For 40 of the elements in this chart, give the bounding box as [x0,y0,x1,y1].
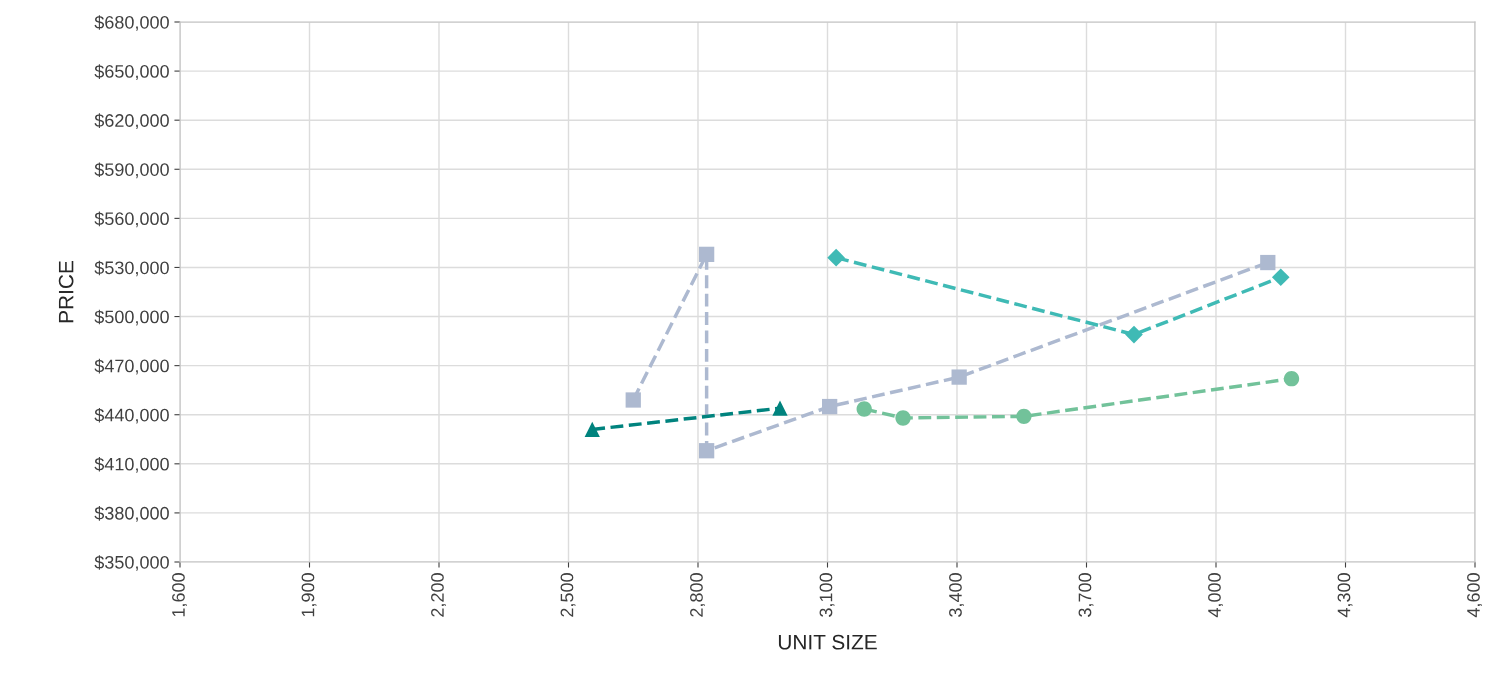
point [772,400,788,416]
y-tick-label: $500,000 [94,309,169,326]
x-tick-label: 3,700 [1078,573,1094,617]
point [1125,325,1143,344]
point [856,401,872,417]
y-tick-label: $680,000 [94,15,169,31]
x-tick-label: 3,400 [949,573,964,617]
point [625,392,641,408]
x-tick-label: 4,000 [1208,573,1223,618]
point [698,246,715,262]
y-tick-label: $470,000 [94,358,169,375]
point [1283,371,1300,387]
x-tick-label: 2,500 [560,573,576,617]
y-tick-label: $560,000 [94,211,169,228]
x-tick-label: 4,600 [1467,573,1482,618]
x-axis-title: UNIT SIZE [778,634,877,650]
y-tick-label: $440,000 [94,407,169,424]
point [698,443,715,459]
y-tick-label: $410,000 [94,456,169,473]
x-tick-label: 4,300 [1337,573,1353,618]
point [1271,268,1290,287]
point [1016,408,1032,424]
y-tick-label: $350,000 [94,555,169,571]
point [1260,254,1276,271]
point [951,369,967,385]
y-tick-label: $590,000 [94,162,169,179]
point [827,248,845,267]
y-tick-label: $650,000 [94,64,169,80]
x-tick-label: 3,100 [819,573,835,617]
x-tick-label: 1,600 [172,573,187,617]
y-tick-label: $620,000 [94,113,169,130]
point [822,398,838,415]
point [584,421,600,438]
y-tick-label: $380,000 [94,506,169,522]
x-tick-label: 2,200 [431,573,446,617]
y-axis-title: PRICE [58,261,74,323]
x-tick-label: 1,900 [301,573,317,617]
point [895,410,911,426]
x-tick-label: 2,800 [690,573,705,617]
y-tick-label: $530,000 [94,260,169,277]
